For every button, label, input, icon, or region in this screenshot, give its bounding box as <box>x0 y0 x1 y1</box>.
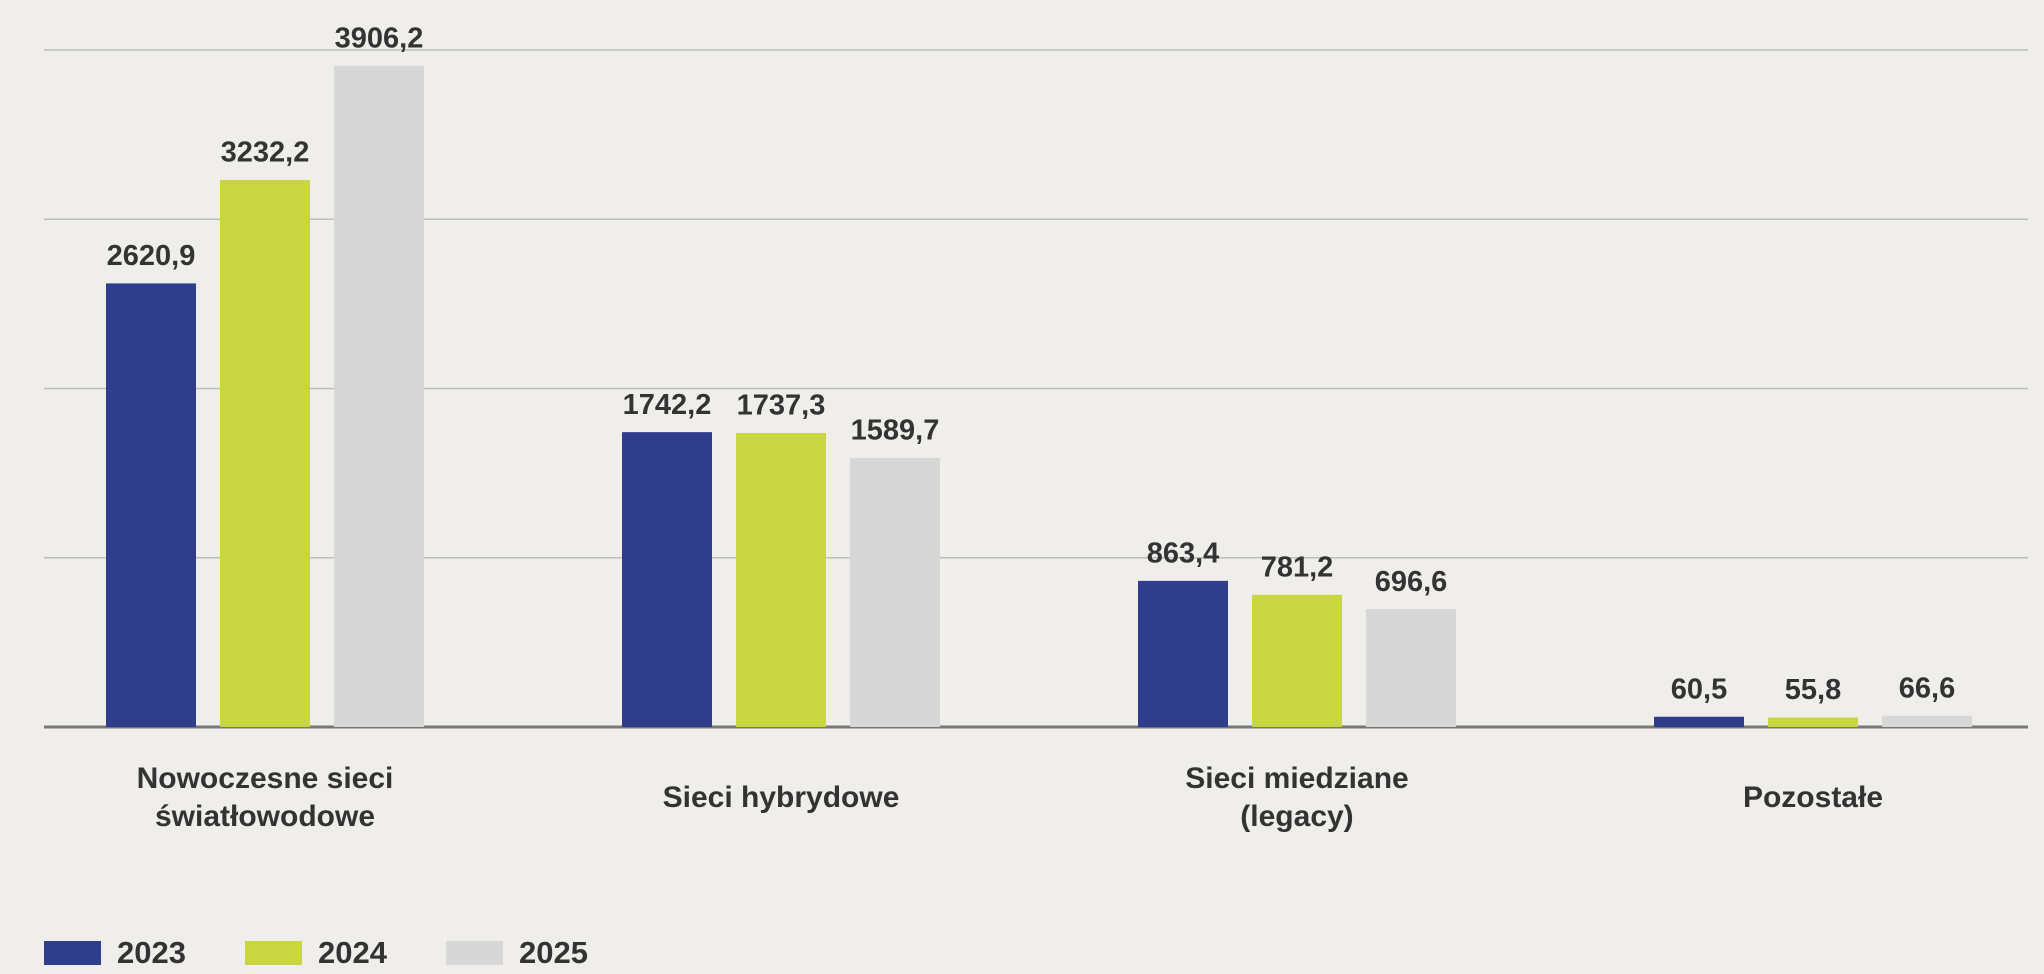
value-label: 696,6 <box>1375 566 1448 598</box>
bar <box>1654 716 1744 727</box>
legend-label: 2023 <box>117 935 186 970</box>
value-label: 66,6 <box>1899 672 1955 704</box>
bar <box>334 65 424 727</box>
bar <box>1768 717 1858 727</box>
legend-swatch <box>44 941 101 965</box>
bar <box>850 457 940 727</box>
bar <box>1138 580 1228 727</box>
value-label: 863,4 <box>1147 538 1220 570</box>
legend-swatch <box>245 941 302 965</box>
value-label: 55,8 <box>1785 674 1841 706</box>
bar <box>1882 715 1972 727</box>
value-label: 3906,2 <box>335 23 424 55</box>
legend-label: 2024 <box>318 935 388 970</box>
value-label: 2620,9 <box>107 240 196 272</box>
x-tick-label: Nowoczesne sieci światłowodowe <box>136 762 394 833</box>
x-tick-label: Sieci miedziane (legacy) <box>1185 762 1409 833</box>
value-label: 781,2 <box>1261 551 1334 583</box>
legend-swatch <box>446 941 503 965</box>
value-label: 60,5 <box>1671 673 1727 705</box>
bar <box>622 432 712 727</box>
value-label: 3232,2 <box>221 137 310 169</box>
bar <box>106 283 196 727</box>
bar <box>1366 609 1456 727</box>
bar <box>1252 594 1342 727</box>
value-label: 1737,3 <box>737 390 826 422</box>
bar <box>220 179 310 728</box>
x-tick-label: Sieci hybrydowe <box>662 781 900 814</box>
bar <box>736 432 826 727</box>
value-label: 1742,2 <box>623 389 712 421</box>
value-label: 1589,7 <box>851 415 940 447</box>
x-tick-label: Pozostałe <box>1742 781 1884 814</box>
legend-label: 2025 <box>519 935 588 970</box>
